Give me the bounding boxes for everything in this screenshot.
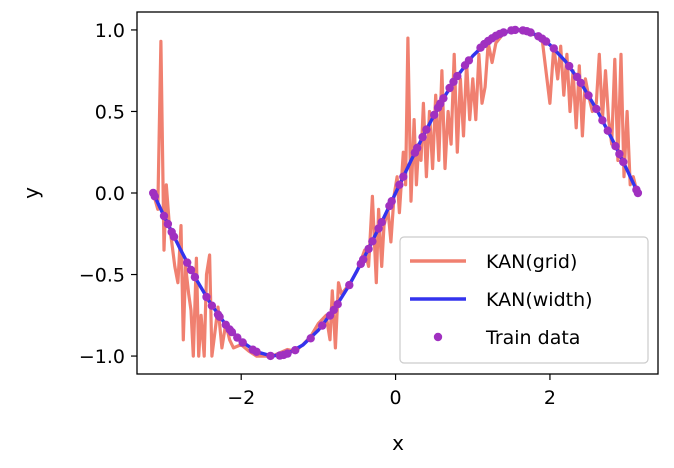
legend-box	[399, 236, 649, 364]
train-data-point	[227, 327, 237, 337]
train-data-point	[395, 180, 404, 189]
train-data-point	[233, 333, 242, 342]
y-tick-label: −1.0	[79, 346, 125, 368]
train-data-point	[368, 237, 377, 246]
train-data-point	[592, 104, 601, 114]
y-tick-label: 1.0	[95, 20, 125, 42]
legend-entry-label: KAN(grid)	[486, 251, 577, 273]
train-data-point	[374, 224, 383, 233]
y-tick-label: 0.0	[95, 183, 125, 205]
train-data-point	[266, 351, 275, 361]
train-data-point	[163, 219, 173, 229]
train-data-point	[202, 292, 211, 302]
train-data-point	[422, 125, 431, 134]
train-data-point	[377, 218, 386, 227]
legend-marker-swatch	[433, 332, 443, 342]
train-data-point	[633, 188, 643, 198]
train-data-point	[619, 157, 628, 167]
x-tick-label: 2	[544, 387, 556, 409]
x-tick-label: 0	[390, 387, 402, 409]
train-data-point	[318, 321, 327, 330]
train-data-point	[186, 265, 196, 275]
train-data-point	[549, 44, 558, 53]
train-data-point	[215, 312, 224, 321]
train-data-point	[333, 300, 342, 309]
legend-entry-label: Train data	[485, 327, 580, 349]
train-data-point	[526, 28, 535, 37]
train-data-point	[499, 28, 508, 37]
y-tick-label: −0.5	[79, 265, 125, 287]
series-layer	[149, 25, 643, 361]
train-data-point	[430, 110, 439, 120]
train-data-point	[291, 346, 300, 355]
train-data-point	[584, 91, 593, 100]
train-data-point	[252, 347, 261, 356]
train-data-point	[283, 349, 292, 358]
train-data-point	[207, 301, 217, 310]
train-data-point	[603, 126, 612, 135]
train-data-point	[364, 244, 373, 254]
train-data-point	[541, 37, 551, 46]
x-axis-label: x	[392, 431, 404, 455]
train-data-point	[159, 211, 169, 221]
legend: KAN(grid) KAN(width) Train data	[399, 236, 649, 364]
train-data-point	[359, 255, 368, 264]
train-data-point	[453, 71, 462, 81]
legend-entry-label: KAN(width)	[486, 289, 593, 311]
train-data-point	[238, 338, 247, 347]
x-tick-label: −2	[227, 387, 255, 409]
train-data-point	[150, 192, 159, 201]
train-data-point	[413, 143, 422, 153]
train-data-point	[576, 78, 585, 88]
train-data-point	[418, 132, 427, 142]
train-data-point	[565, 61, 574, 71]
train-data-point	[190, 272, 200, 282]
train-data-point	[399, 172, 408, 181]
train-data-point	[306, 334, 315, 343]
train-data-point	[615, 149, 624, 159]
train-data-point	[611, 142, 620, 151]
train-data-point	[169, 232, 179, 241]
train-data-point	[345, 280, 354, 290]
series-line-0	[151, 28, 638, 358]
train-data-point	[598, 116, 607, 125]
y-tick-label: 0.5	[95, 101, 125, 123]
train-data-point	[445, 83, 454, 93]
train-data-point	[183, 258, 192, 267]
tick-layer: −2 0 2 −1.0 −0.5 0.0 0.5 1.0	[79, 20, 556, 409]
train-data-point	[464, 56, 474, 65]
y-axis-label: y	[19, 187, 43, 199]
train-data-point	[387, 197, 396, 206]
train-data-point	[439, 94, 448, 103]
train-data-point	[572, 72, 582, 82]
train-data-point	[511, 25, 520, 35]
